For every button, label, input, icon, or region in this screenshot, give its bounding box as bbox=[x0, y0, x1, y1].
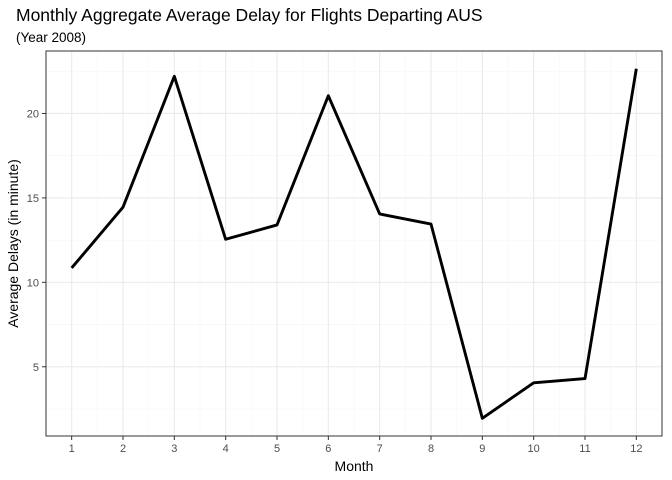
series-line-average-delay bbox=[70, 68, 638, 420]
x-tick-label: 5 bbox=[274, 443, 280, 455]
chart-subtitle: (Year 2008) bbox=[16, 30, 86, 45]
x-axis-title: Month bbox=[335, 458, 374, 474]
x-tick-label: 12 bbox=[630, 443, 642, 455]
y-axis: 5 10 15 20 bbox=[27, 108, 46, 374]
y-tick-label: 20 bbox=[27, 108, 39, 120]
plot-panel bbox=[45, 50, 663, 437]
x-tick-label: 4 bbox=[223, 443, 229, 455]
x-axis: 1 2 3 4 5 6 7 8 9 10 11 12 bbox=[69, 436, 642, 455]
chart-title: Monthly Aggregate Average Delay for Flig… bbox=[16, 5, 483, 25]
x-tick-label: 9 bbox=[479, 443, 485, 455]
y-tick-label: 5 bbox=[33, 362, 39, 374]
y-tick-label: 15 bbox=[27, 193, 39, 205]
x-tick-label: 1 bbox=[69, 443, 75, 455]
x-tick-label: 11 bbox=[579, 443, 590, 455]
x-tick-label: 6 bbox=[325, 443, 331, 455]
x-tick-label: 7 bbox=[377, 443, 383, 455]
panel-border bbox=[45, 50, 663, 437]
y-tick-label: 10 bbox=[27, 277, 39, 289]
y-axis-title: Average Delays (in minute) bbox=[5, 159, 21, 328]
x-tick-label: 8 bbox=[428, 443, 434, 455]
x-tick-label: 10 bbox=[528, 443, 540, 455]
x-tick-label: 3 bbox=[171, 443, 177, 455]
major-gridlines bbox=[46, 51, 662, 436]
x-tick-label: 2 bbox=[120, 443, 126, 455]
